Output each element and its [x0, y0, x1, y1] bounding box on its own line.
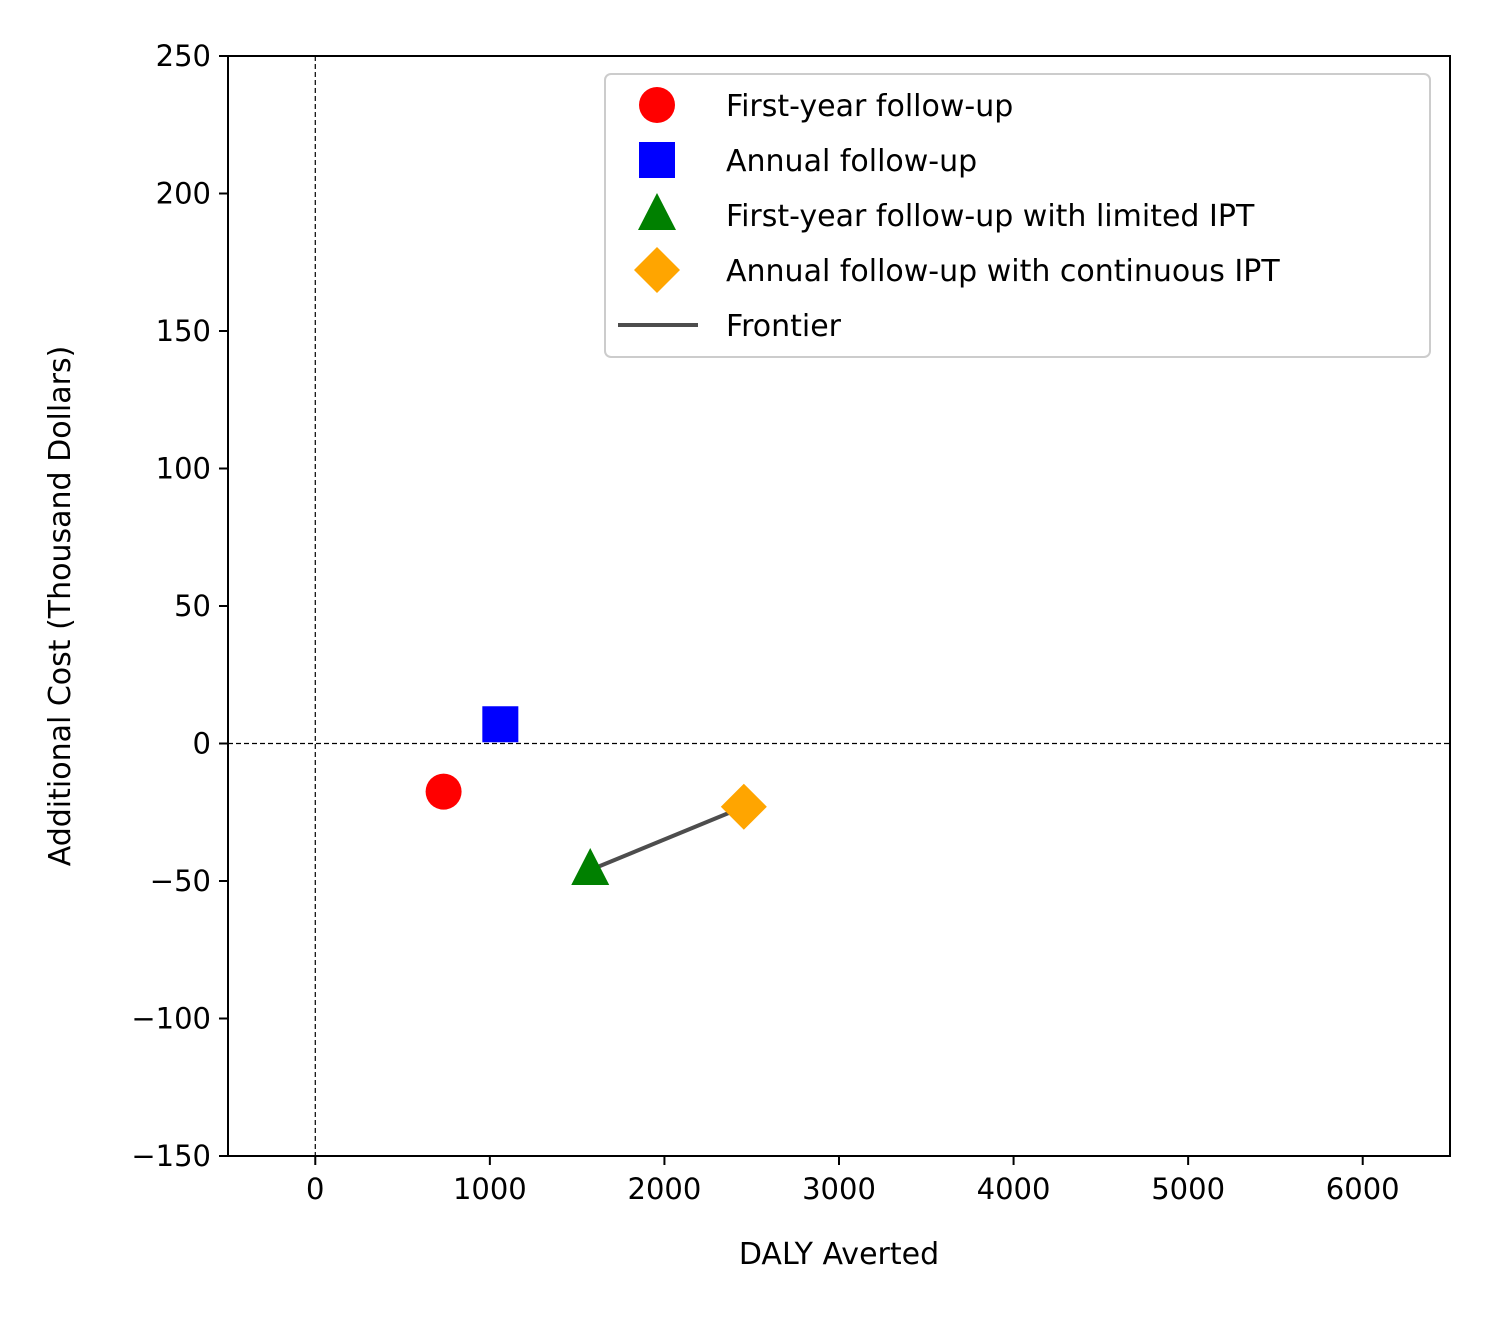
legend-item: Annual follow-up: [639, 142, 977, 179]
y-axis-label: Additional Cost (Thousand Dollars): [43, 346, 78, 867]
x-tick-label: 6000: [1326, 1172, 1400, 1206]
frontier-line: [589, 804, 745, 872]
y-tick-label: 150: [156, 314, 211, 348]
legend-item: Frontier: [618, 309, 842, 344]
axes: 0 1000 2000 3000 4000 5000 6000 −150 −100 −50 0 50 1…: [131, 39, 1451, 1206]
plot-area: [228, 56, 1450, 1156]
y-tick-label: 0: [193, 727, 211, 761]
legend-label: First-year follow-up with limited IPT: [726, 199, 1255, 234]
y-tick-label: −100: [131, 1002, 211, 1036]
legend-label: Annual follow-up with continuous IPT: [726, 254, 1280, 289]
legend: First-year follow-up Annual follow-up Firs…: [604, 73, 1431, 358]
y-tick-label: 250: [156, 39, 211, 73]
x-tick-label: 4000: [977, 1172, 1051, 1206]
data-point-series-2: [571, 848, 610, 885]
legend-item: Annual follow-up with continuous IPT: [634, 247, 1280, 293]
data-point-series-1: [482, 706, 519, 743]
x-tick-label: 2000: [628, 1172, 702, 1206]
x-tick-label: 0: [306, 1172, 324, 1206]
legend-item: First-year follow-up: [639, 87, 1013, 124]
y-tick-label: −150: [131, 1139, 211, 1173]
legend-marker: [639, 87, 675, 123]
y-tick-label: −50: [150, 864, 211, 898]
y-tick-label: 200: [156, 177, 211, 211]
legend-label: Frontier: [726, 309, 842, 344]
data-point-series-3: [720, 783, 767, 830]
legend-marker: [639, 142, 675, 178]
x-tick-label: 1000: [453, 1172, 527, 1206]
data-point-series-0: [425, 773, 462, 810]
legend-label: Annual follow-up: [726, 144, 977, 179]
legend-item: First-year follow-up with limited IPT: [638, 193, 1255, 234]
legend-marker: [634, 247, 680, 293]
x-axis-label: DALY Averted: [739, 1237, 939, 1272]
legend-label: First-year follow-up: [726, 89, 1013, 124]
x-tick-label: 3000: [802, 1172, 876, 1206]
legend-marker: [638, 193, 676, 230]
y-tick-label: 50: [174, 589, 211, 623]
y-tick-label: 100: [156, 452, 211, 486]
x-tick-label: 5000: [1151, 1172, 1225, 1206]
legend-box: [604, 73, 1431, 358]
